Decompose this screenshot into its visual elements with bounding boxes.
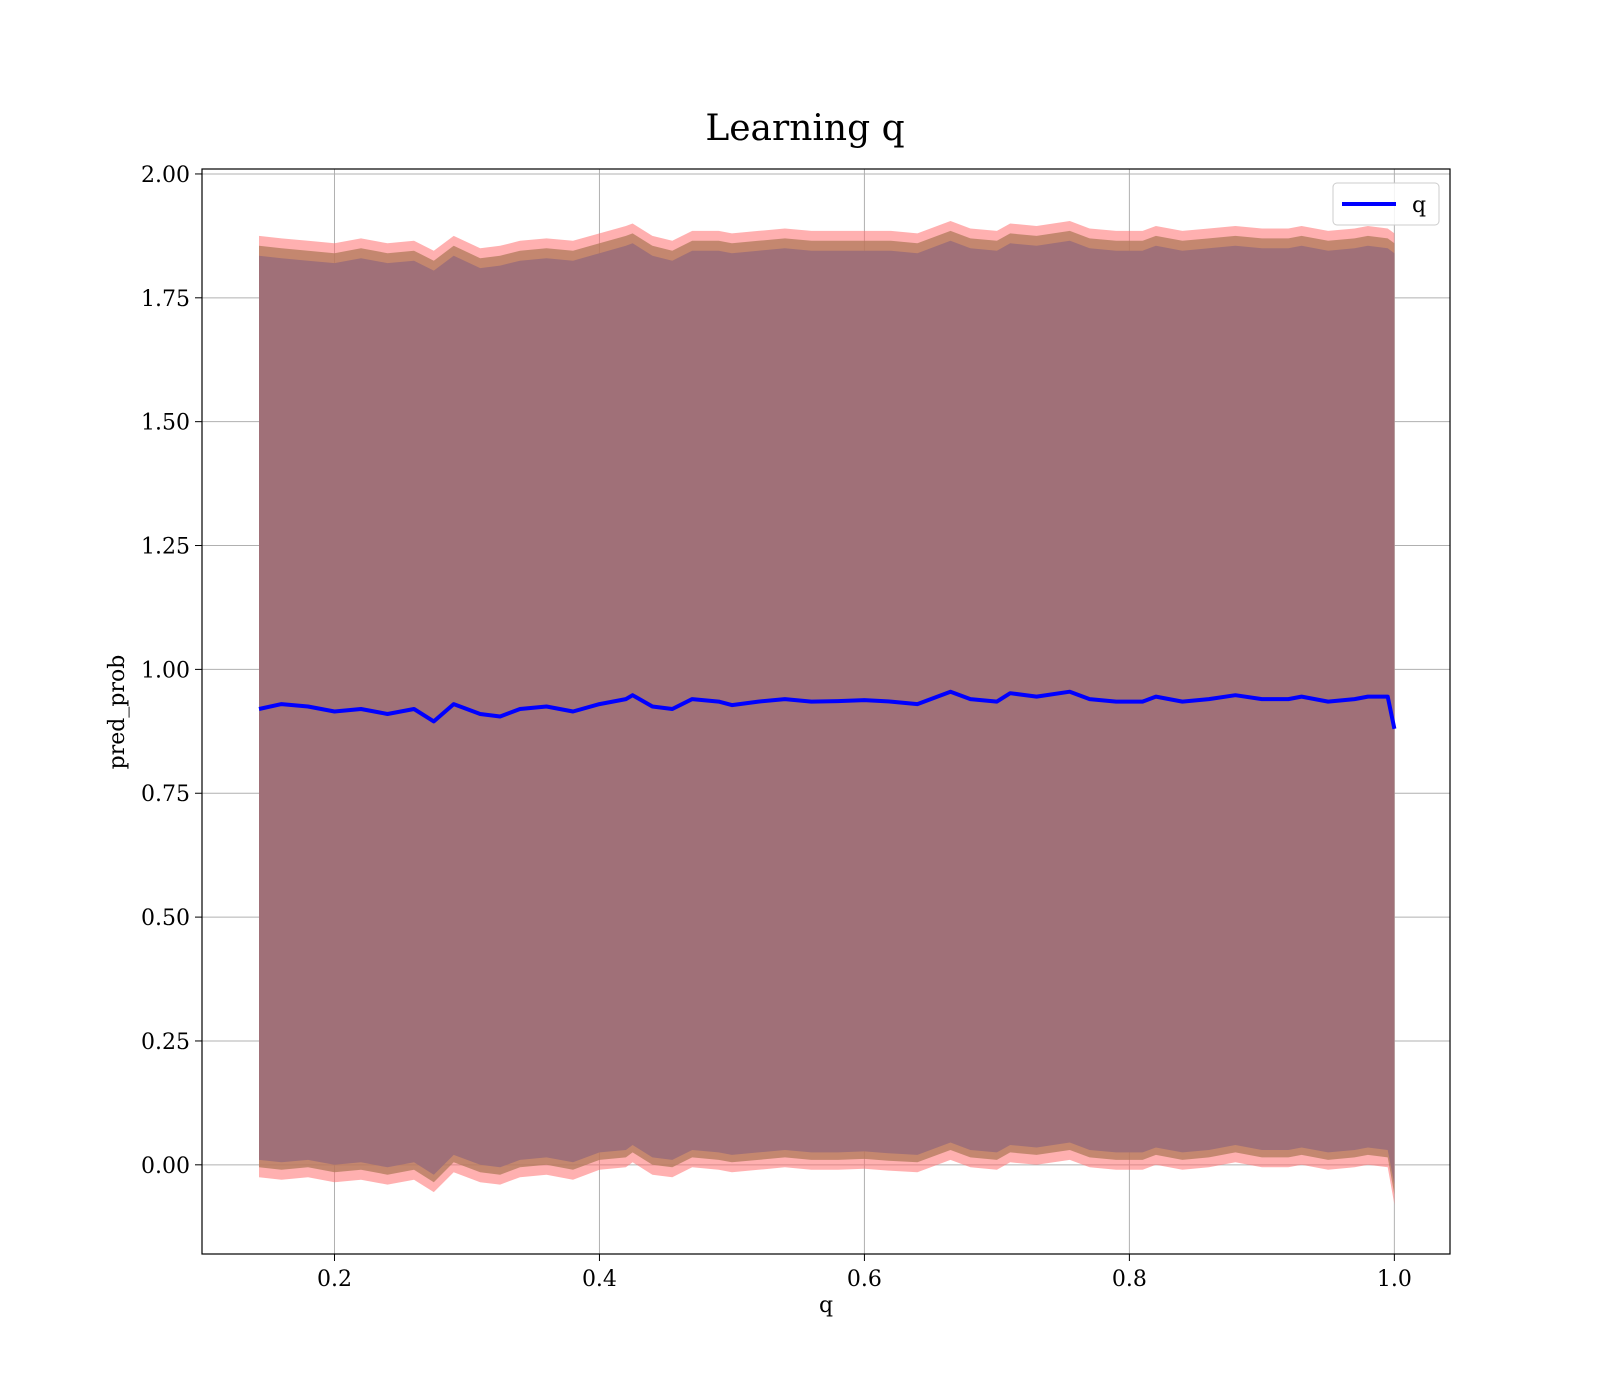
y-axis-label: pred_prob: [105, 655, 130, 770]
confidence-bands: [259, 221, 1395, 1205]
y-tick-label: 0.50: [141, 906, 190, 931]
y-tick-label: 1.25: [141, 535, 190, 560]
y-tick-label: 2.00: [141, 163, 190, 188]
y-tick-label: 0.25: [141, 1030, 190, 1055]
plot-frame: [201, 168, 1451, 1255]
x-tick-label: 1.0: [1377, 1267, 1412, 1292]
x-axis-label: q: [819, 1293, 833, 1318]
chart-title: Learning q: [705, 108, 904, 149]
y-tick-label: 0.00: [141, 1154, 190, 1179]
x-tick-label: 0.6: [847, 1267, 882, 1292]
series-lines: [258, 689, 1397, 730]
x-tick-label: 0.8: [1112, 1267, 1147, 1292]
y-tick-label: 1.50: [141, 411, 190, 436]
legend-label-q: q: [1412, 193, 1426, 218]
x-axis-ticks: 0.2 0.4 0.6 0.8 1.0: [317, 1254, 1412, 1292]
y-axis-ticks: 0.00 0.25 0.50 0.75 1.00 1.25 1.50 1.75 2.00: [141, 163, 202, 1179]
x-tick-label: 0.4: [582, 1267, 617, 1292]
y-tick-label: 1.75: [141, 287, 190, 312]
legend: q: [1332, 182, 1440, 226]
x-tick-label: 0.2: [317, 1267, 352, 1292]
y-tick-label: 0.75: [141, 782, 190, 807]
confidence-band-3: [259, 240, 1395, 1185]
y-tick-label: 1.00: [141, 658, 190, 683]
series-line-q: [258, 689, 1397, 730]
